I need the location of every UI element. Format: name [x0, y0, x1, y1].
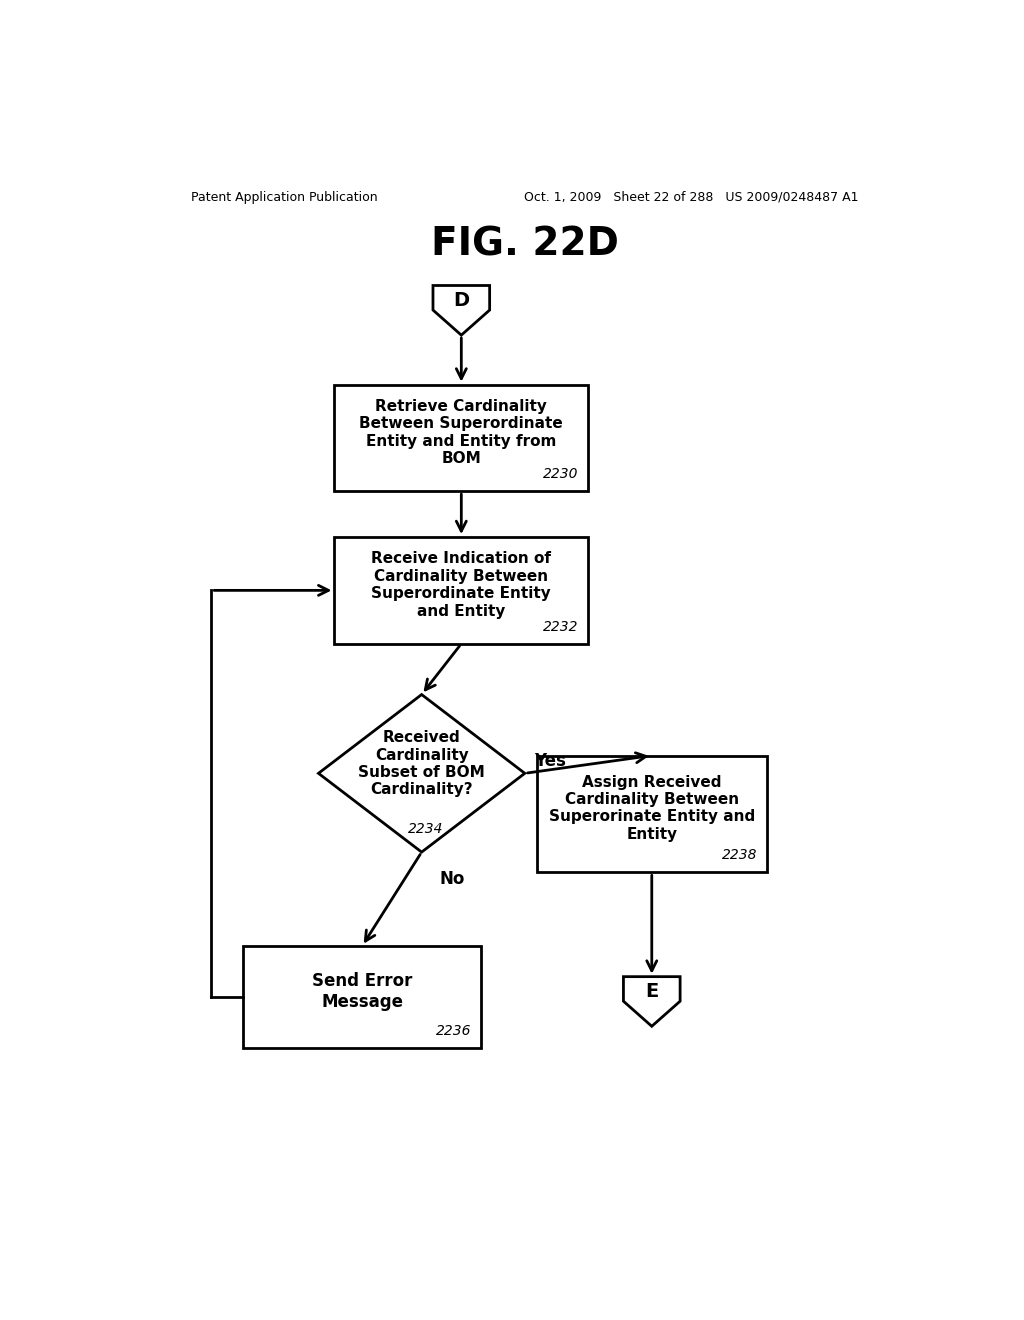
- Text: 2236: 2236: [436, 1023, 472, 1038]
- Text: Send Error
Message: Send Error Message: [312, 973, 413, 1011]
- Bar: [537, 755, 767, 873]
- Bar: [334, 537, 588, 644]
- Text: 2234: 2234: [408, 822, 443, 836]
- Text: FIG. 22D: FIG. 22D: [431, 226, 618, 264]
- Text: 2230: 2230: [544, 467, 579, 480]
- Text: No: No: [439, 870, 465, 888]
- Text: Yes: Yes: [535, 752, 566, 770]
- Text: 2232: 2232: [544, 619, 579, 634]
- Text: 2238: 2238: [722, 849, 758, 862]
- Text: Retrieve Cardinality
Between Superordinate
Entity and Entity from
BOM: Retrieve Cardinality Between Superordina…: [359, 399, 563, 466]
- Text: Assign Received
Cardinality Between
Superorinate Entity and
Entity: Assign Received Cardinality Between Supe…: [549, 775, 755, 842]
- Bar: [334, 384, 588, 491]
- Text: Received
Cardinality
Subset of BOM
Cardinality?: Received Cardinality Subset of BOM Cardi…: [358, 730, 485, 797]
- Text: D: D: [454, 290, 469, 310]
- Text: Patent Application Publication: Patent Application Publication: [191, 190, 378, 203]
- Text: Receive Indication of
Cardinality Between
Superordinate Entity
and Entity: Receive Indication of Cardinality Betwee…: [372, 552, 551, 619]
- Bar: [243, 946, 481, 1048]
- Text: Oct. 1, 2009   Sheet 22 of 288   US 2009/0248487 A1: Oct. 1, 2009 Sheet 22 of 288 US 2009/024…: [523, 190, 858, 203]
- Text: E: E: [645, 982, 658, 1001]
